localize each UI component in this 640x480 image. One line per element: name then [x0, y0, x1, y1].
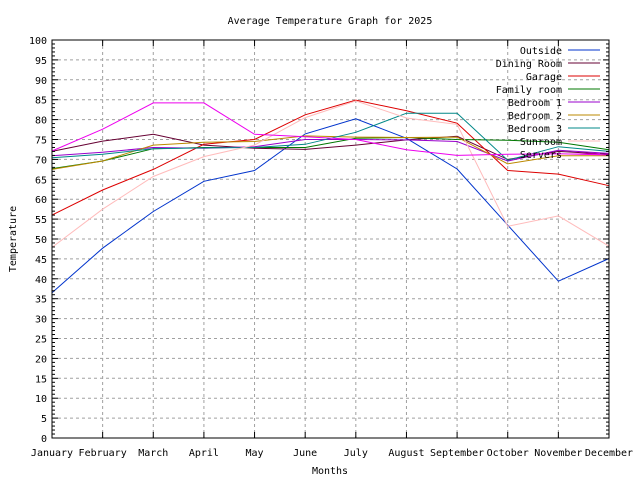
y-tick-label: 70 [35, 155, 47, 166]
series-line-bedroom-2 [51, 135, 609, 170]
legend-label: Garage [526, 72, 562, 83]
series-lines [51, 99, 610, 294]
y-tick-label: 60 [35, 195, 47, 206]
legend-label: Sunroom [520, 137, 562, 148]
x-tick-label: March [138, 448, 168, 459]
y-tick-label: 45 [35, 255, 47, 266]
series-line-outside [51, 118, 610, 294]
x-tick-label: December [585, 448, 633, 459]
legend-label: Outside [520, 46, 562, 57]
y-tick-label: 15 [35, 374, 47, 385]
legend-label: Bedroom 1 [508, 98, 562, 109]
y-tick-label: 20 [35, 354, 47, 365]
series-line-sunroom [51, 100, 610, 248]
legend-label: Bedroom 3 [508, 124, 562, 135]
x-tick-label: September [430, 448, 484, 459]
legend-label: Family room [496, 85, 562, 96]
x-tick-label: May [246, 448, 264, 459]
y-tick-label: 10 [35, 394, 47, 405]
chart-title: Average Temperature Graph for 2025 [228, 16, 433, 27]
y-tick-label: 75 [35, 136, 47, 147]
y-tick-label: 95 [35, 56, 47, 67]
legend: Outside Dining Room Garage Family room Bedro… [496, 46, 600, 161]
y-tick-label: 35 [35, 295, 47, 306]
x-tick-label: February [79, 448, 127, 459]
y-axis-label: Temperature [8, 206, 19, 272]
y-tick-label: 65 [35, 175, 47, 186]
x-tick-label: November [534, 448, 582, 459]
series-line-bedroom-1 [51, 139, 610, 162]
x-tick-label: June [293, 448, 317, 459]
y-tick-label: 5 [41, 414, 47, 425]
series-line-family-room [51, 136, 610, 170]
y-tick-label: 0 [41, 434, 47, 445]
legend-label: Dining Room [496, 59, 562, 70]
ticks: 0 5 10 15 20 25 30 35 40 45 50 55 60 65 70 75 80 85 90 95 10… [29, 36, 633, 459]
y-tick-label: 85 [35, 96, 47, 107]
legend-label: Bedroom 2 [508, 111, 562, 122]
y-tick-label: 100 [29, 36, 47, 47]
x-tick-label: April [189, 448, 219, 459]
x-tick-label: August [388, 448, 424, 459]
y-tick-label: 40 [35, 275, 47, 286]
x-tick-label: January [31, 448, 73, 459]
x-tick-label: July [344, 448, 368, 459]
y-tick-label: 25 [35, 335, 47, 346]
y-tick-label: 50 [35, 235, 47, 246]
series-line-garage [51, 99, 610, 216]
x-tick-label: October [487, 448, 529, 459]
legend-label: Servers [520, 150, 562, 161]
y-tick-label: 90 [35, 76, 47, 87]
y-tick-label: 80 [35, 116, 47, 127]
x-axis-label: Months [312, 466, 348, 477]
y-tick-label: 30 [35, 315, 47, 326]
series-line-servers [51, 102, 610, 156]
y-tick-label: 55 [35, 215, 47, 226]
